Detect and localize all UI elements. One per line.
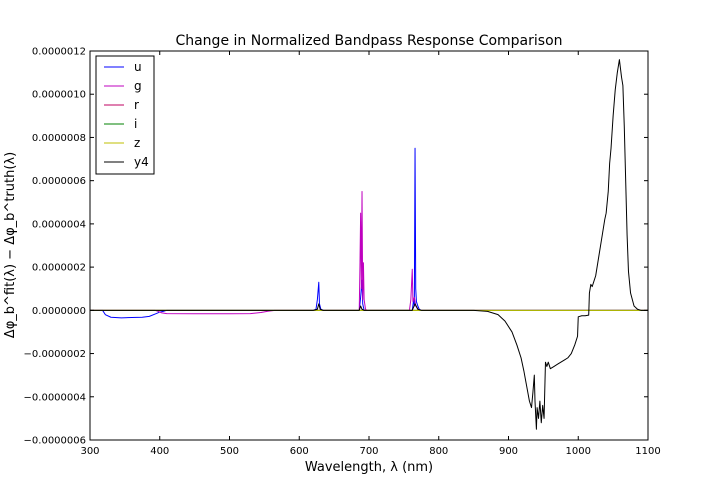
y-tick-label: 0.0000000	[32, 306, 86, 317]
x-tick-label: 800	[429, 446, 448, 457]
y-tick-label: 0.0000012	[32, 47, 86, 58]
y-tick-label: 0.0000002	[32, 263, 86, 274]
legend-label-i: i	[134, 117, 137, 131]
legend-label-g: g	[134, 79, 142, 93]
y-tick-label: 0.0000006	[32, 176, 86, 187]
x-axis-ticks: 300 400 500 600 700 800 900 1000 1100	[80, 51, 661, 457]
x-tick-label: 1100	[635, 446, 660, 457]
legend-label-u: u	[134, 60, 142, 74]
y-tick-label: 0.0000010	[32, 90, 86, 101]
x-tick-label: 900	[499, 446, 518, 457]
x-axis-label: Wavelength, λ (nm)	[305, 460, 433, 475]
legend-frame	[95, 55, 155, 175]
y-tick-label: 0.0000004	[32, 219, 86, 230]
series-line-y4	[90, 59, 648, 430]
legend-label-y4: y4	[134, 155, 149, 169]
x-tick-label: 1000	[566, 446, 591, 457]
chart-title: Change in Normalized Bandpass Response C…	[175, 33, 562, 49]
y-tick-label: −0.0000004	[24, 392, 86, 403]
legend-label-r: r	[134, 98, 139, 112]
y-axis-ticks: −0.0000006 −0.0000004 −0.0000002 0.0000000 0…	[24, 47, 648, 447]
x-tick-label: 300	[80, 446, 99, 457]
x-tick-label: 600	[290, 446, 309, 457]
x-tick-label: 700	[359, 446, 378, 457]
y-tick-label: −0.0000006	[24, 436, 86, 447]
plot-frame	[89, 50, 649, 441]
x-tick-label: 500	[220, 446, 239, 457]
y-tick-label: −0.0000002	[24, 349, 86, 360]
plot-lines	[90, 59, 648, 430]
y-tick-label: 0.0000008	[32, 133, 86, 144]
legend-label-z: z	[134, 136, 140, 150]
series-line-g	[90, 190, 648, 315]
series-line-u	[90, 147, 648, 319]
y-axis-label: Δφ_b^fit(λ) − Δφ_b^truth(λ)	[3, 152, 18, 338]
x-tick-label: 400	[150, 446, 169, 457]
